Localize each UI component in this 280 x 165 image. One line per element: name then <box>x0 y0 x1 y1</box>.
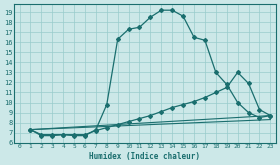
X-axis label: Humidex (Indice chaleur): Humidex (Indice chaleur) <box>89 152 200 161</box>
